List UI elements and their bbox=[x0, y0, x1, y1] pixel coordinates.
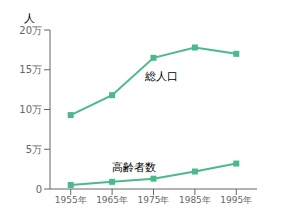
svg-text:1955年: 1955年 bbox=[55, 195, 87, 205]
svg-text:1975年: 1975年 bbox=[138, 195, 170, 205]
svg-text:高齢者数: 高齢者数 bbox=[112, 161, 156, 174]
svg-text:0: 0 bbox=[36, 184, 42, 195]
svg-text:10万: 10万 bbox=[19, 104, 42, 115]
svg-text:20万: 20万 bbox=[19, 25, 42, 36]
svg-text:人: 人 bbox=[24, 12, 35, 25]
svg-text:1995年: 1995年 bbox=[220, 195, 252, 205]
svg-text:1965年: 1965年 bbox=[96, 195, 128, 205]
svg-text:5万: 5万 bbox=[26, 144, 42, 155]
svg-text:総人口: 総人口 bbox=[144, 70, 178, 83]
svg-text:1985年: 1985年 bbox=[179, 195, 211, 205]
svg-text:15万: 15万 bbox=[19, 64, 42, 75]
